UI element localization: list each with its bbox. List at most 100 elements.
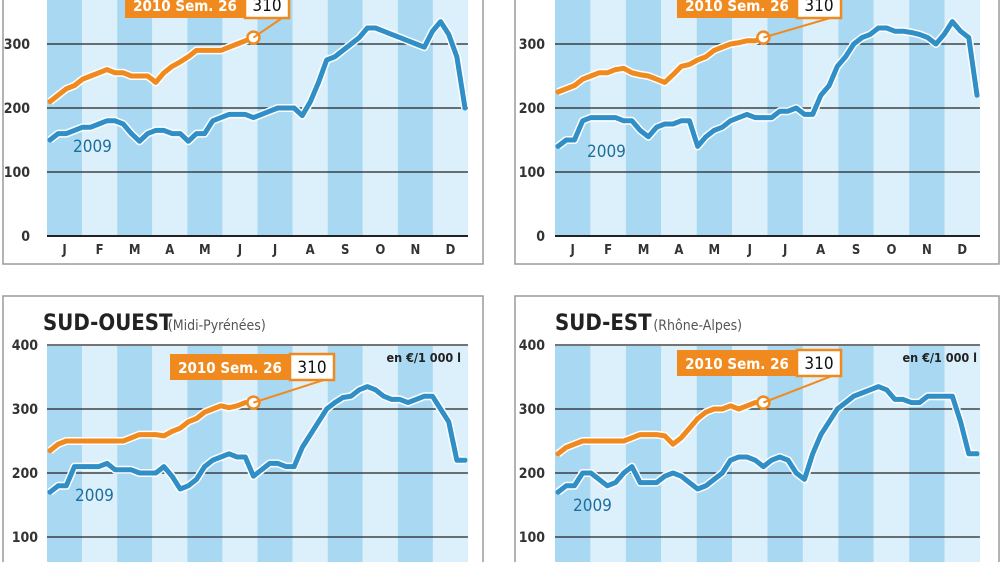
y-tick-label: 200 <box>4 101 31 117</box>
series-2009-line <box>47 19 468 144</box>
x-tick-label: M <box>199 243 211 258</box>
month-band <box>117 0 153 236</box>
y-tick-label: 200 <box>519 466 546 482</box>
month-band <box>152 0 188 236</box>
month-band <box>909 346 945 562</box>
month-band <box>362 346 398 562</box>
x-tick-label: A <box>674 243 683 258</box>
month-band <box>873 346 910 562</box>
month-band <box>362 0 398 236</box>
x-tick-label: M <box>129 243 141 258</box>
callout-leader <box>253 377 331 404</box>
x-tick-label: D <box>957 243 967 258</box>
callout-value-box <box>795 348 843 378</box>
callout-label-box <box>677 350 797 376</box>
y-tick-label: 300 <box>519 37 546 53</box>
y-tick-label: 100 <box>4 165 31 181</box>
series-2009-line <box>47 384 468 495</box>
x-tick-label: J <box>272 243 277 258</box>
month-band <box>696 346 733 562</box>
callout-label-box <box>677 0 797 18</box>
callout-label-box <box>170 354 290 380</box>
series-2010-line <box>47 400 256 454</box>
month-band <box>152 346 188 562</box>
x-tick-label: A <box>816 243 825 258</box>
x-tick-label: A <box>165 243 174 258</box>
x-tick-label: O <box>886 243 896 258</box>
month-band <box>625 346 662 562</box>
series-2010-line <box>555 35 766 95</box>
y-tick-label: 100 <box>12 530 39 546</box>
callout-label: 2010 Sem. 26 <box>685 355 789 373</box>
panel-frame <box>2 295 484 562</box>
panel-frame <box>514 295 1000 562</box>
month-band <box>82 346 118 562</box>
unit-label: en €/1 000 l <box>387 350 461 365</box>
callout-label: 2010 Sem. 26 <box>685 0 789 15</box>
callout-value-box <box>243 0 291 20</box>
x-tick-label: F <box>604 243 612 258</box>
month-band <box>944 0 980 236</box>
series-2009-line <box>555 19 980 149</box>
month-band <box>117 346 153 562</box>
x-tick-label: O <box>375 243 385 258</box>
chart-panel-1: 0 100 200 300 J F M A M J J A S O N D 2010 Sem. 26 310 200… <box>2 0 484 265</box>
month-band <box>187 346 223 562</box>
series-2010-line <box>555 400 766 457</box>
series-2010-line <box>47 35 256 105</box>
y-tick-label: 300 <box>12 402 39 418</box>
chart-subtitle: (Rhône-Alpes) <box>653 318 742 334</box>
callout-value-box <box>795 0 843 20</box>
month-band <box>292 0 328 236</box>
panel-frame <box>514 0 1000 265</box>
chart-panel-2: 0 100 200 300 J F M A M J J A S O N D 2010 Sem. 26 310 200… <box>514 0 1000 265</box>
month-band <box>661 346 697 562</box>
series-2009-label: 2009 <box>587 142 626 162</box>
y-tick-label: 100 <box>519 165 546 181</box>
callout-value-box <box>288 352 336 382</box>
month-band <box>47 346 83 562</box>
month-band <box>47 0 83 236</box>
series-2009-label: 2009 <box>73 137 112 157</box>
series-2009-label: 2009 <box>573 496 612 516</box>
y-tick-label: 300 <box>519 402 546 418</box>
callout-label: 2010 Sem. 26 <box>178 359 282 377</box>
y-tick-label: 200 <box>519 101 546 117</box>
y-tick-label: 200 <box>12 466 39 482</box>
unit-label: en €/1 000 l <box>903 350 977 365</box>
x-tick-label: J <box>61 243 66 258</box>
callout-value: 310 <box>804 354 833 374</box>
callout-leader <box>763 373 838 404</box>
chart-subtitle: (Midi-Pyrénées) <box>168 318 266 334</box>
month-band <box>257 0 293 236</box>
callout-leader <box>763 15 838 39</box>
month-band <box>696 0 733 236</box>
month-band <box>767 346 803 562</box>
month-band <box>590 346 626 562</box>
y-tick-label: 300 <box>4 37 31 53</box>
series-2009-line <box>555 384 980 495</box>
x-tick-label: S <box>852 243 860 258</box>
series-2009-label: 2009 <box>75 486 114 506</box>
x-tick-label: J <box>570 243 575 258</box>
x-tick-label: J <box>782 243 787 258</box>
month-band <box>802 346 839 562</box>
panel-frame <box>2 0 484 265</box>
chart-title: SUD-OUEST <box>43 311 173 336</box>
month-band <box>327 346 363 562</box>
x-tick-label: A <box>306 243 315 258</box>
callout-leader <box>252 15 286 39</box>
y-tick-label: 100 <box>519 530 546 546</box>
month-band <box>257 346 293 562</box>
callout-value: 310 <box>804 0 833 16</box>
x-tick-label: J <box>747 243 752 258</box>
chart-title: SUD-EST <box>555 311 652 336</box>
month-band <box>432 346 468 562</box>
callout-value: 310 <box>252 0 281 16</box>
x-tick-label: D <box>446 243 456 258</box>
x-tick-label: M <box>709 243 721 258</box>
x-tick-label: S <box>341 243 349 258</box>
y-tick-label: 400 <box>519 338 546 354</box>
